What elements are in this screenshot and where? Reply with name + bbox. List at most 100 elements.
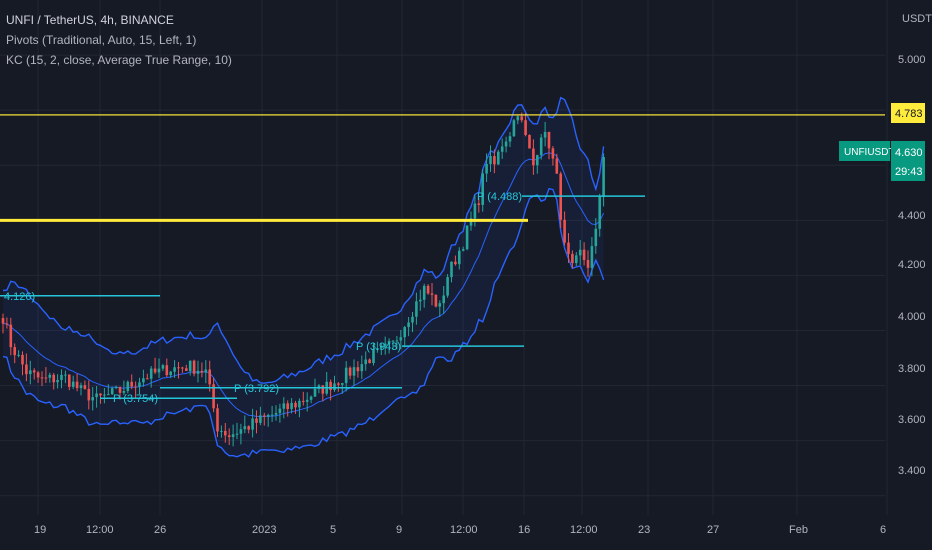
- candle-body: [181, 367, 184, 369]
- candle-body: [528, 134, 531, 149]
- candle-body: [508, 136, 512, 142]
- candle-body: [161, 365, 165, 369]
- candle-body: [126, 381, 130, 392]
- time-tick: 9: [396, 524, 402, 536]
- candle-body: [52, 374, 55, 383]
- candle-body: [83, 385, 87, 389]
- candle-body: [571, 253, 574, 264]
- candle-body: [192, 360, 196, 374]
- candle-body: [91, 397, 94, 401]
- last-price-text: 4.630: [895, 147, 923, 159]
- candle-body: [286, 403, 289, 410]
- candle-body: [5, 323, 9, 325]
- candle-body: [239, 429, 243, 434]
- candle-body: [352, 367, 356, 376]
- pivots-indicator-label[interactable]: Pivots (Traditional, Auto, 15, Left, 1): [6, 33, 197, 47]
- candle-body: [485, 164, 488, 174]
- time-tick: 2023: [252, 524, 276, 536]
- candle-body: [575, 255, 578, 264]
- candle-body: [188, 360, 192, 371]
- candle-body: [403, 327, 406, 338]
- candle-body: [153, 368, 157, 373]
- candle-body: [263, 415, 266, 417]
- candle-body: [481, 173, 484, 205]
- candle-body: [567, 242, 570, 254]
- price-axis[interactable]: USDT 5.000 4.400 4.200 4.000 3.800 3.600…: [839, 13, 932, 477]
- candle-body: [79, 385, 83, 389]
- symbol-tag: [839, 141, 890, 161]
- symbol-tag-text: UNFIUSDT: [844, 147, 895, 158]
- candle-body: [532, 148, 535, 166]
- candle-body: [520, 116, 523, 121]
- candle-body: [224, 430, 227, 436]
- level-price-badge-text: 4.783: [895, 108, 923, 120]
- candle-body: [48, 374, 52, 378]
- candle-body: [44, 377, 48, 379]
- candle-body: [243, 426, 247, 430]
- candle-body: [235, 433, 239, 435]
- candle-body: [251, 418, 254, 430]
- candle-body: [29, 370, 32, 375]
- candle-body: [313, 388, 317, 397]
- level-price-badge: [891, 103, 925, 123]
- keltner-indicator-label[interactable]: KC (15, 2, close, Average True Range, 10…: [6, 53, 232, 67]
- horizontal-levels: [0, 114, 885, 222]
- candle-body: [602, 156, 605, 197]
- price-tick: 5.000: [898, 54, 926, 66]
- candle-body: [157, 368, 161, 373]
- candle-body: [364, 359, 367, 365]
- candle-body: [32, 370, 36, 373]
- time-axis[interactable]: 19 12:00 26 2023 5 9 12:00 16 12:00 23 2…: [34, 524, 886, 536]
- candle-body: [368, 359, 371, 364]
- candle-body: [489, 156, 492, 165]
- candle-body: [442, 295, 445, 304]
- candle-body: [555, 158, 559, 174]
- grid-lines: [0, 0, 888, 515]
- candle-body: [266, 414, 270, 417]
- candle-body: [87, 388, 91, 401]
- candle-body: [411, 316, 414, 323]
- candle-body: [321, 385, 325, 394]
- candle-body: [227, 435, 231, 438]
- candle-body: [446, 277, 449, 296]
- candle-body: [380, 345, 383, 349]
- candle-body: [1, 318, 5, 324]
- candle-body: [122, 391, 126, 393]
- candle-body: [177, 367, 180, 369]
- candle-body: [185, 368, 188, 371]
- candle-body: [430, 293, 434, 295]
- candle-body: [387, 340, 391, 344]
- time-tick: 26: [154, 524, 166, 536]
- candle-body: [165, 365, 169, 376]
- candle-body: [204, 369, 208, 373]
- candle-body: [118, 386, 122, 393]
- candle-body: [337, 383, 340, 385]
- candle-body: [500, 146, 504, 152]
- candle-body: [56, 379, 59, 383]
- candle-body: [278, 408, 282, 414]
- price-tick: 4.400: [898, 210, 926, 222]
- candle-body: [426, 285, 430, 294]
- candle-body: [64, 374, 67, 376]
- candle-body: [578, 249, 582, 256]
- pivot-label: P (3.792): [234, 383, 279, 395]
- symbol-title[interactable]: UNFI / TetherUS, 4h, BINANCE: [6, 13, 174, 27]
- candle-body: [13, 347, 16, 356]
- candle-body: [25, 364, 28, 375]
- candle-body: [497, 151, 500, 165]
- candle-body: [461, 249, 465, 251]
- candle-body: [329, 381, 332, 390]
- candle-body: [17, 354, 20, 356]
- chart-legend: UNFI / TetherUS, 4h, BINANCE Pivots (Tra…: [6, 10, 232, 70]
- time-tick: 19: [34, 524, 46, 536]
- candle-body: [395, 340, 399, 342]
- time-tick: 23: [638, 524, 650, 536]
- candle-body: [415, 301, 418, 317]
- candle-body: [399, 337, 403, 341]
- candle-body: [110, 388, 114, 395]
- candle-body: [231, 434, 235, 438]
- time-tick: 6: [880, 524, 886, 536]
- candle-body: [348, 367, 352, 376]
- pivot-label: P (3.754): [113, 393, 158, 405]
